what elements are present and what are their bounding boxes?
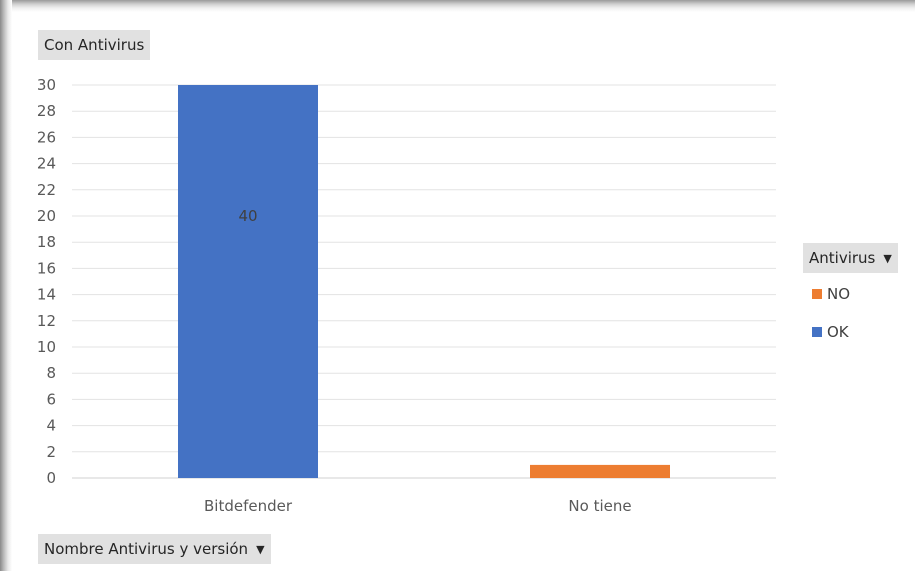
y-tick-label: 28 [37, 102, 56, 120]
y-tick-label: 30 [37, 76, 56, 94]
legend-swatch-ok [812, 327, 822, 337]
window-shadow-top [0, 0, 915, 12]
y-tick-label: 14 [37, 286, 56, 304]
legend-field-label: Antivirus [809, 249, 876, 267]
y-tick-label: 0 [46, 469, 56, 487]
dropdown-arrow-icon: ▼ [883, 252, 892, 265]
y-tick-label: 6 [46, 390, 56, 408]
x-axis: Bitdefender No tiene [204, 497, 632, 515]
bar-ok-bitdefender[interactable] [178, 85, 318, 478]
y-tick-label: 18 [37, 233, 56, 251]
axis-field-label: Nombre Antivirus y versión [44, 540, 249, 558]
legend-label-ok: OK [827, 323, 849, 341]
y-tick-label: 20 [37, 207, 56, 225]
legend-item-no: NO [812, 284, 850, 304]
legend-item-ok: OK [812, 322, 849, 342]
y-tick-label: 2 [46, 443, 56, 461]
data-labels: 40 [238, 207, 257, 225]
x-category-label: Bitdefender [204, 497, 293, 515]
y-tick-label: 4 [46, 417, 56, 435]
y-tick-label: 24 [37, 155, 56, 173]
y-tick-label: 10 [37, 338, 56, 356]
data-label: 40 [238, 207, 257, 225]
gridlines [72, 84, 776, 479]
bars [178, 85, 670, 478]
x-category-label: No tiene [568, 497, 631, 515]
axis-field-button[interactable]: Nombre Antivirus y versión ▼ [38, 534, 271, 564]
dropdown-arrow-icon: ▼ [256, 543, 265, 556]
bar-no-no-tiene[interactable] [530, 464, 670, 478]
y-tick-label: 22 [37, 181, 56, 199]
y-tick-label: 16 [37, 259, 56, 277]
report-filter-field-label: Con Antivirus [44, 36, 145, 54]
y-tick-label: 8 [46, 364, 56, 382]
y-tick-label: 12 [37, 312, 56, 330]
legend-swatch-no [812, 289, 822, 299]
legend-field-button[interactable]: Antivirus ▼ [803, 243, 898, 273]
y-tick-label: 26 [37, 128, 56, 146]
window-shadow-left [0, 0, 12, 571]
report-filter-field-button[interactable]: Con Antivirus [38, 30, 151, 60]
legend-label-no: NO [827, 285, 851, 303]
